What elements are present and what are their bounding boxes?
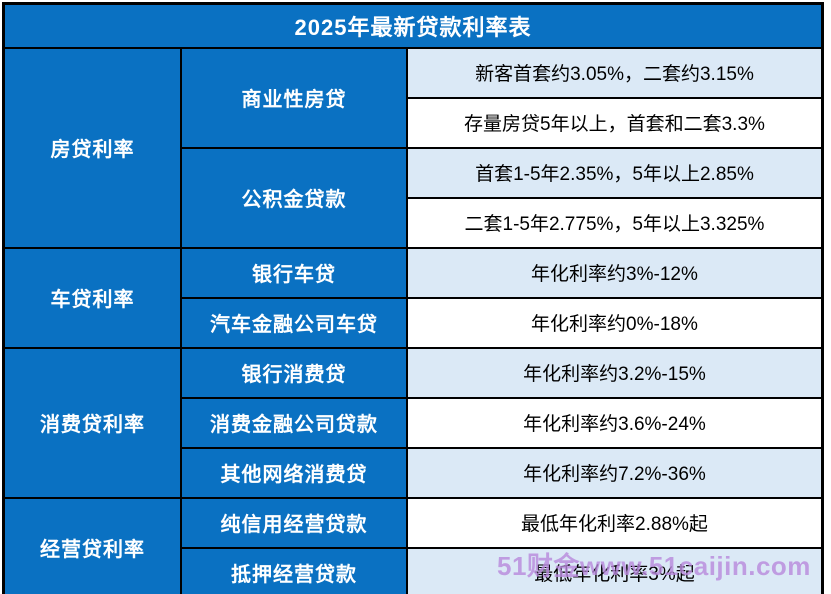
rate-value-cell: 最低年化利率2.88%起 [405, 496, 824, 549]
rate-value-cell: 最低年化利率3%起 [405, 546, 824, 594]
subcategory-cell: 银行消费贷 [180, 346, 408, 399]
table-row: 存量房贷5年以上，首套和二套3.3% [4, 96, 824, 149]
table-row: 消费贷利率 银行消费贷 年化利率约3.2%-15% [2, 346, 824, 499]
table-row: 经营贷利率 纯信用经营贷款 最低年化利率2.88%起 [2, 496, 824, 594]
table-row: 二套1-5年2.775%，5年以上3.325% [4, 196, 824, 249]
table-row: 房贷利率 商业性房贷 新客首套约3.05%，二套约3.15% [2, 46, 824, 249]
title-row: 2025年最新贷款利率表 [2, 2, 824, 49]
subcategory-cell: 消费金融公司贷款 [180, 396, 408, 449]
rate-value-cell: 首套1-5年2.35%，5年以上2.85% [405, 146, 824, 199]
rate-value-cell: 年化利率约0%-18% [405, 296, 824, 349]
table-row: 车贷利率 银行车贷 年化利率约3%-12% [2, 246, 824, 349]
subcategory-cell: 纯信用经营贷款 [180, 496, 408, 549]
table-row: 抵押经营贷款 最低年化利率3%起 [4, 546, 824, 594]
rate-value-cell: 年化利率约3.2%-15% [405, 346, 824, 399]
table-row: 其他网络消费贷 年化利率约7.2%-36% [4, 446, 824, 499]
rate-value-cell: 存量房贷5年以上，首套和二套3.3% [405, 96, 824, 149]
rate-value-cell: 新客首套约3.05%，二套约3.15% [405, 46, 824, 99]
table-body: 房贷利率 商业性房贷 新客首套约3.05%，二套约3.15% 存量房贷5年以上，首套和… [2, 46, 824, 594]
table-title: 2025年最新贷款利率表 [2, 2, 824, 49]
subcategory-cell: 银行车贷 [180, 246, 408, 299]
category-cell: 经营贷利率 [2, 496, 183, 594]
table-row: 汽车金融公司车贷 年化利率约0%-18% [4, 296, 824, 349]
subcategory-cell: 抵押经营贷款 [180, 546, 408, 594]
table-row: 消费金融公司贷款 年化利率约3.6%-24% [4, 396, 824, 449]
category-cell: 房贷利率 [2, 46, 183, 249]
rate-value-cell: 年化利率约3%-12% [405, 246, 824, 299]
rate-value-cell: 年化利率约3.6%-24% [405, 396, 824, 449]
subcategory-cell: 其他网络消费贷 [180, 446, 408, 499]
category-cell: 消费贷利率 [2, 346, 183, 499]
category-cell: 车贷利率 [2, 246, 183, 349]
subcategory-cell: 公积金贷款 [180, 146, 408, 249]
subcategory-cell: 汽车金融公司车贷 [180, 296, 408, 349]
table-row: 公积金贷款 首套1-5年2.35%，5年以上2.85% [4, 146, 824, 249]
rate-value-cell: 年化利率约7.2%-36% [405, 446, 824, 499]
rate-value-cell: 二套1-5年2.775%，5年以上3.325% [405, 196, 824, 249]
subcategory-cell: 商业性房贷 [180, 46, 408, 149]
